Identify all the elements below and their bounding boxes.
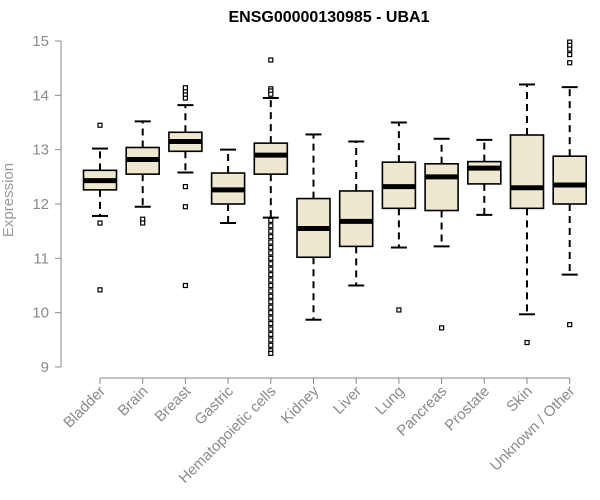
box-breast: [168, 85, 203, 289]
outlier-point: [268, 293, 274, 299]
chart-title: ENSG00000130985 - UBA1: [228, 9, 429, 26]
outlier-point: [396, 307, 402, 313]
box-kidney: [296, 133, 331, 321]
outlier-point: [268, 315, 274, 321]
x-tick-label: Breast: [152, 382, 195, 425]
y-tick-label: 11: [33, 250, 49, 267]
iqr-box: [466, 160, 502, 185]
outlier-point: [268, 244, 274, 251]
outlier-point: [268, 91, 274, 97]
box-bladder: [82, 122, 118, 293]
outlier-point: [268, 310, 274, 316]
outlier-point: [567, 60, 573, 66]
iqr-box: [424, 162, 459, 212]
outlier-point: [268, 326, 274, 332]
outlier-point: [140, 220, 146, 226]
outlier-point: [268, 57, 274, 63]
box-gastric: [210, 148, 246, 225]
x-tick-label: Kidney: [278, 382, 323, 427]
box-prostate: [466, 138, 502, 216]
outlier-point: [97, 220, 103, 226]
x-tick-label: Bladder: [60, 383, 109, 432]
y-tick-label: 9: [41, 359, 49, 376]
boxes: [82, 39, 588, 357]
outlier-point: [268, 331, 274, 337]
outlier-point: [268, 272, 274, 278]
outlier-point: [567, 322, 573, 328]
outlier-point: [268, 282, 274, 289]
y-tick-label: 15: [32, 33, 49, 50]
x-tick-label: Liver: [330, 383, 365, 418]
box-lung: [381, 121, 417, 313]
outlier-point: [182, 184, 188, 190]
outlier-point: [567, 51, 573, 58]
outlier-point: [268, 288, 274, 294]
outlier-point: [97, 287, 103, 293]
outlier-point: [268, 239, 274, 245]
iqr-box: [253, 142, 289, 175]
box-pancreas: [424, 137, 459, 331]
iqr-box: [338, 190, 374, 248]
outlier-point: [268, 255, 274, 261]
outlier-point: [268, 234, 274, 240]
outlier-point: [268, 342, 274, 348]
outlier-point: [268, 250, 274, 256]
outlier-point: [524, 339, 530, 346]
box-brain: [125, 120, 160, 226]
box-liver: [338, 140, 374, 287]
outlier-point: [268, 320, 274, 327]
outlier-point: [97, 122, 103, 128]
box-unknown-other: [552, 39, 588, 328]
outlier-point: [182, 282, 188, 289]
outlier-point: [268, 337, 274, 343]
iqr-box: [509, 134, 545, 210]
x-tick-label: Lung: [372, 383, 408, 419]
y-tick-label: 13: [32, 142, 49, 159]
x-tick-label: Skin: [503, 383, 536, 416]
outlier-point: [268, 228, 274, 234]
x-tick-label: Brain: [115, 383, 152, 420]
outlier-point: [268, 350, 274, 357]
outlier-point: [182, 85, 188, 91]
outlier-point: [182, 204, 188, 210]
outlier-point: [268, 266, 274, 272]
box-skin: [509, 83, 545, 346]
outlier-point: [268, 299, 274, 305]
y-tick-label: 10: [32, 305, 49, 322]
outlier-point: [268, 261, 274, 267]
box-hematopoietic-cells: [253, 57, 289, 357]
outlier-point: [268, 277, 274, 283]
x-tick-label: Prostate: [442, 383, 494, 435]
y-axis-label: Expression: [0, 163, 17, 237]
outlier-point: [439, 325, 445, 331]
outlier-point: [567, 46, 573, 52]
outlier-point: [268, 223, 274, 229]
outlier-point: [268, 304, 274, 310]
iqr-box: [552, 155, 588, 205]
outlier-point: [268, 217, 274, 223]
y-tick-label: 14: [32, 87, 49, 104]
y-tick-label: 12: [32, 196, 49, 213]
